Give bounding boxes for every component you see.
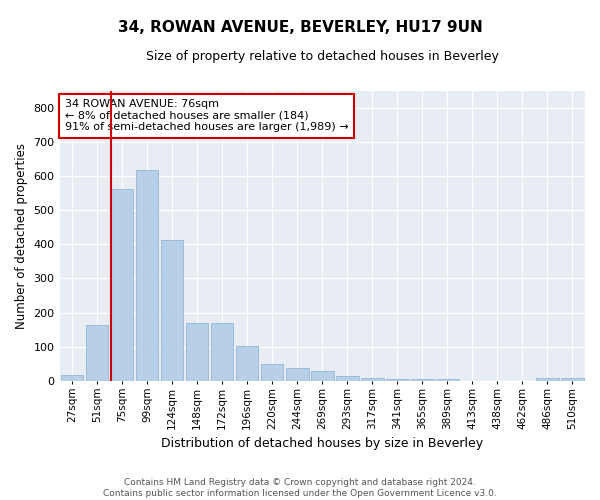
Bar — [261, 364, 283, 381]
Bar — [386, 378, 409, 381]
Text: 34 ROWAN AVENUE: 76sqm
← 8% of detached houses are smaller (184)
91% of semi-det: 34 ROWAN AVENUE: 76sqm ← 8% of detached … — [65, 100, 349, 132]
Bar — [361, 378, 383, 381]
Bar — [236, 346, 259, 381]
Bar — [286, 368, 308, 381]
Bar — [86, 326, 109, 381]
Bar — [536, 378, 559, 381]
Bar — [211, 323, 233, 381]
Bar — [436, 380, 458, 381]
Bar — [411, 380, 434, 381]
Text: Contains HM Land Registry data © Crown copyright and database right 2024.
Contai: Contains HM Land Registry data © Crown c… — [103, 478, 497, 498]
Y-axis label: Number of detached properties: Number of detached properties — [15, 143, 28, 329]
Bar — [61, 375, 83, 381]
Text: 34, ROWAN AVENUE, BEVERLEY, HU17 9UN: 34, ROWAN AVENUE, BEVERLEY, HU17 9UN — [118, 20, 482, 35]
X-axis label: Distribution of detached houses by size in Beverley: Distribution of detached houses by size … — [161, 437, 484, 450]
Bar — [186, 323, 208, 381]
Title: Size of property relative to detached houses in Beverley: Size of property relative to detached ho… — [146, 50, 499, 63]
Bar — [111, 188, 133, 381]
Bar — [336, 376, 359, 381]
Bar — [561, 378, 584, 381]
Bar — [136, 170, 158, 381]
Bar — [161, 240, 184, 381]
Bar — [311, 370, 334, 381]
